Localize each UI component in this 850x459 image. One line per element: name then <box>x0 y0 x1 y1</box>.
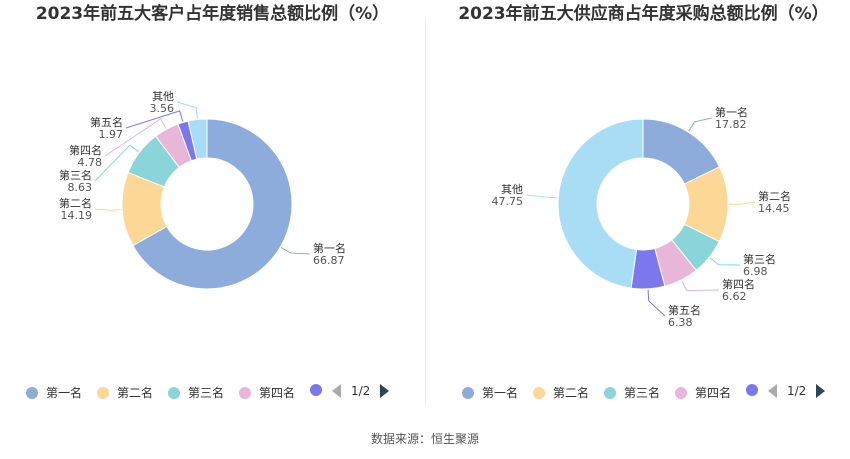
chart-title: 2023年前五大供应商占年度采购总额比例（%） <box>458 4 829 24</box>
slice-label-name: 第二名 <box>758 189 791 203</box>
slice-label-name: 第一名 <box>313 241 346 255</box>
legend-marker-icon <box>533 386 545 399</box>
legend-label: 第一名 <box>46 386 83 400</box>
slice-label-value: 6.38 <box>668 316 693 329</box>
legend-item[interactable]: 第三名 <box>168 384 224 401</box>
leader-line <box>104 118 167 157</box>
slice-label-value: 6.62 <box>722 290 747 303</box>
legend-item[interactable]: 第四名 <box>675 384 731 401</box>
leader-line <box>681 280 720 292</box>
slice-label-value: 47.75 <box>492 195 524 208</box>
slice-label-name: 第五名 <box>90 115 123 129</box>
panel-divider <box>425 20 426 405</box>
slice-label-name: 第三名 <box>59 168 92 182</box>
slice-label-value: 14.19 <box>61 209 93 222</box>
leader-line <box>176 101 198 119</box>
page-indicator: 1/2 <box>787 384 807 398</box>
legend-item[interactable]: 第二名 <box>97 384 153 401</box>
legend-marker-icon <box>310 384 322 396</box>
slice-label-value: 14.45 <box>758 202 790 215</box>
prev-page-icon[interactable] <box>332 384 341 398</box>
leader-line <box>688 117 713 132</box>
legend-label: 第四名 <box>259 386 296 400</box>
leader-line <box>125 110 184 129</box>
legend-item[interactable]: 第三名 <box>604 384 660 401</box>
legend: 第一名 第二名 第三名 第四名 1/2 <box>0 384 425 404</box>
slice-label-name: 其他 <box>501 183 523 196</box>
legend-marker-icon <box>462 386 474 399</box>
slice-label-name: 第一名 <box>715 105 748 119</box>
next-page-icon[interactable] <box>380 384 390 398</box>
slice-label-name: 第三名 <box>743 252 776 266</box>
legend-label: 第三名 <box>624 386 661 400</box>
data-source: 数据来源：恒生聚源 <box>370 432 479 446</box>
legend-label: 第二名 <box>117 386 154 400</box>
leader-line <box>728 201 756 205</box>
legend-item[interactable] <box>310 384 330 396</box>
leader-line <box>280 247 311 255</box>
donut-slice[interactable] <box>132 118 293 290</box>
page-indicator: 1/2 <box>351 384 371 398</box>
legend-marker-icon <box>604 386 616 399</box>
slice-label-value: 8.63 <box>68 181 93 194</box>
slice-label-value: 6.98 <box>743 265 768 278</box>
leader-line <box>709 257 741 266</box>
legend-marker-icon <box>26 386 38 399</box>
legend-item[interactable]: 第四名 <box>239 384 295 401</box>
supplier-chart-panel: 2023年前五大供应商占年度采购总额比例（%） 第一名 17.82 第二名 14.45… <box>425 0 850 410</box>
leader-line <box>94 144 139 182</box>
slice-label-value: 3.56 <box>150 102 175 115</box>
legend-label: 第一名 <box>482 386 519 400</box>
legend: 第一名 第二名 第三名 第四名 1/2 <box>425 384 850 404</box>
legend-marker-icon <box>675 386 687 399</box>
legend-marker-icon <box>97 386 109 399</box>
slice-label-name: 第五名 <box>668 303 701 317</box>
slice-label-value: 4.78 <box>78 156 103 169</box>
slice-label-name: 第四名 <box>69 143 102 157</box>
legend-pager: 1/2 <box>768 384 826 398</box>
leader-line <box>94 208 122 211</box>
legend-pager: 1/2 <box>332 384 390 398</box>
legend-item[interactable]: 第一名 <box>26 384 82 401</box>
legend-label: 第二名 <box>553 386 590 400</box>
slice-label-value: 17.82 <box>715 118 747 131</box>
legend-item[interactable] <box>746 384 766 396</box>
next-page-icon[interactable] <box>816 384 826 398</box>
customer-chart-panel: 2023年前五大客户占年度销售总额比例（%） 第一名 66.87 第二名 14.19 第… <box>0 0 425 410</box>
legend-label: 第三名 <box>188 386 225 400</box>
leader-line <box>647 289 666 317</box>
legend-item[interactable]: 第一名 <box>462 384 518 401</box>
chart-title: 2023年前五大客户占年度销售总额比例（%） <box>35 4 390 24</box>
legend-marker-icon <box>168 386 180 399</box>
slice-label-value: 66.87 <box>313 254 345 267</box>
legend-label: 第四名 <box>695 386 732 400</box>
donut-slice[interactable] <box>187 118 208 160</box>
legend-marker-icon <box>239 386 251 399</box>
slice-label-name: 第四名 <box>722 277 755 291</box>
legend-marker-icon <box>746 384 758 396</box>
slice-label-name: 其他 <box>152 90 174 103</box>
leader-line <box>525 194 558 199</box>
slice-label-value: 1.97 <box>99 128 124 141</box>
legend-item[interactable]: 第二名 <box>533 384 589 401</box>
donut-slice[interactable] <box>557 118 644 289</box>
prev-page-icon[interactable] <box>768 384 777 398</box>
slice-label-name: 第二名 <box>59 196 92 210</box>
